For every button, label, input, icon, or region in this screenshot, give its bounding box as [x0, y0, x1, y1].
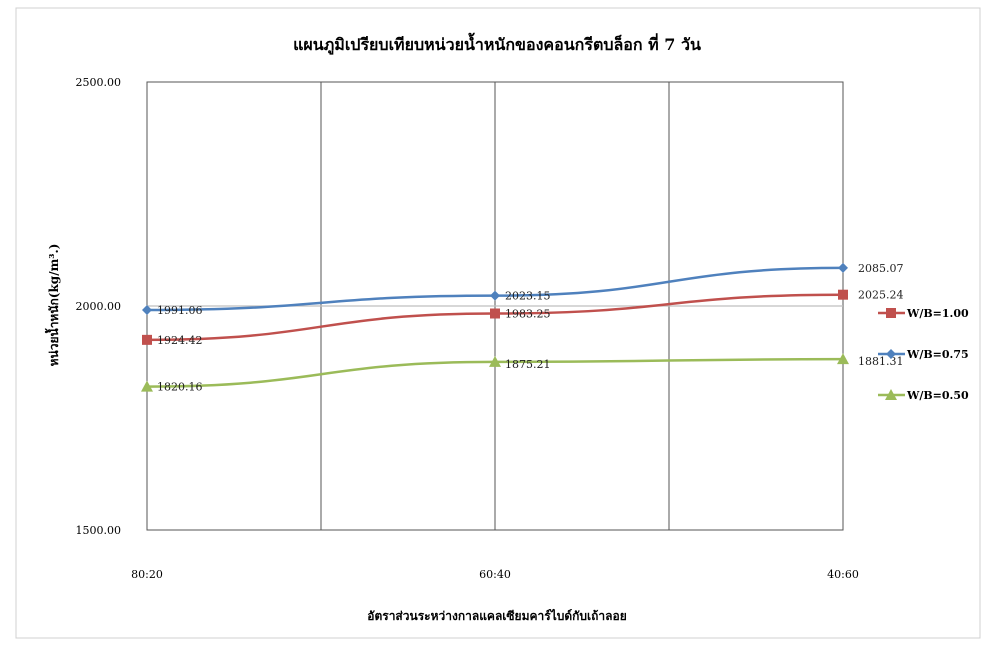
data-point-marker — [142, 305, 152, 316]
data-point-marker — [886, 308, 896, 318]
x-tick-label: 40:60 — [827, 568, 859, 581]
x-tick-label: 80:20 — [131, 568, 163, 581]
data-label: 2025.24 — [858, 289, 904, 302]
y-tick-label: 2500.00 — [76, 76, 122, 89]
series-W/B=0.50 — [141, 353, 849, 392]
legend-entry: W/B=1.00 — [878, 307, 969, 320]
data-point-marker — [490, 308, 500, 319]
data-label: 1924.42 — [157, 334, 203, 347]
legend-label: W/B=0.75 — [906, 348, 969, 361]
series-W/B=0.75 — [142, 262, 848, 316]
axis-layer: 1500.00 2000.00 2500.00 80:20 60:40 40:60 — [76, 76, 859, 581]
legend-entry: W/B=0.50 — [878, 389, 969, 402]
data-label: 1820.16 — [157, 381, 203, 394]
y-tick-label: 1500.00 — [76, 524, 122, 537]
data-label-layer: 1924.42 1983.25 2025.24 1991.06 2023.15 2085.… — [157, 262, 904, 394]
data-label: 2023.15 — [505, 290, 551, 303]
data-label: 1991.06 — [157, 304, 203, 317]
y-tick-label: 2000.00 — [76, 300, 122, 313]
y-axis-title: หน่วยน้ำหนัก(kg/m³.) — [44, 244, 61, 367]
data-point-marker — [142, 334, 152, 345]
series-W/B=1.00 — [142, 289, 848, 345]
series-layer — [141, 262, 849, 392]
data-label: 2085.07 — [858, 262, 904, 275]
data-label: 1875.21 — [505, 358, 551, 371]
data-point-marker — [886, 349, 896, 359]
x-tick-label: 60:40 — [479, 568, 511, 581]
data-point-marker — [838, 289, 848, 300]
chart-title: แผนภูมิเปรียบเทียบหน่วยน้ำหนักของคอนกรีต… — [293, 32, 701, 56]
data-point-marker — [837, 353, 849, 365]
data-point-marker — [838, 262, 848, 273]
data-point-marker — [489, 355, 501, 367]
legend-label: W/B=1.00 — [906, 307, 969, 320]
data-point-marker — [490, 290, 500, 301]
data-point-marker — [141, 380, 153, 392]
legend-label: W/B=0.50 — [906, 389, 969, 402]
data-label: 1881.31 — [858, 355, 904, 368]
legend: W/B=1.00 W/B=0.75 W/B=0.50 — [878, 307, 969, 402]
x-axis-title: อัตราส่วนระหว่างกาลแคลเซียมคาร์ไบด์กับเถ… — [367, 608, 626, 623]
data-label: 1983.25 — [505, 308, 551, 321]
data-point-marker — [885, 389, 897, 400]
legend-entry: W/B=0.75 — [878, 348, 969, 361]
chart-frame — [15, 7, 981, 639]
